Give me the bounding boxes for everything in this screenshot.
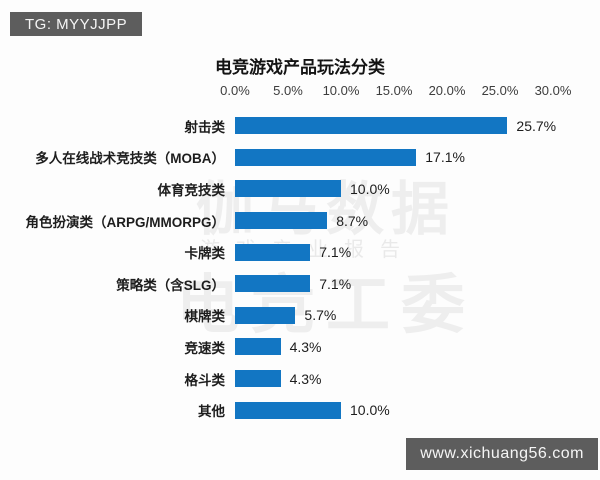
x-axis-tick: 0.0% [220, 83, 250, 98]
bar [235, 306, 296, 324]
bar-row: 竞速类 4.3% [0, 331, 600, 363]
bar-row: 策略类（含SLG） 7.1% [0, 268, 600, 300]
chart-title: 电竞游戏产品玩法分类 [215, 58, 385, 77]
bar-zone: 7.1% [235, 275, 600, 293]
value-label: 7.1% [319, 275, 352, 292]
website-badge: www.xichuang56.com [406, 438, 598, 470]
bar-zone: 8.7% [235, 212, 600, 230]
value-label: 17.1% [425, 149, 465, 166]
category-label: 体育竞技类 [157, 182, 226, 198]
bar [235, 243, 311, 261]
bar-row: 角色扮演类（ARPG/MMORPG） 8.7% [0, 205, 600, 237]
bar-row: 体育竞技类 10.0% [0, 173, 600, 205]
bar [235, 148, 417, 166]
x-axis-tick: 15.0% [375, 83, 413, 98]
category-label: 策略类（含SLG） [116, 277, 225, 293]
bar [235, 370, 281, 388]
bar-zone: 4.3% [235, 370, 600, 388]
x-axis-tick: 10.0% [322, 83, 360, 98]
category-label: 卡牌类 [184, 246, 226, 262]
value-label: 4.3% [289, 338, 322, 355]
bar [235, 338, 281, 356]
value-label: 5.7% [304, 307, 337, 324]
telegram-badge: TG: MYYJJPP [10, 12, 143, 36]
category-label: 角色扮演类（ARPG/MMORPG） [25, 214, 225, 230]
bar-row: 卡牌类 7.1% [0, 236, 600, 268]
x-axis-tick: 25.0% [481, 83, 519, 98]
bar [235, 212, 328, 230]
bar-zone: 17.1% [235, 148, 600, 166]
bar-row: 格斗类 4.3% [0, 363, 600, 395]
watermark-line3: 电竞工委 [176, 269, 476, 341]
x-axis-tick: 5.0% [273, 83, 303, 98]
value-label: 8.7% [336, 212, 369, 229]
bar [235, 275, 311, 293]
value-label: 25.7% [516, 117, 557, 134]
bar-zone: 4.3% [235, 338, 600, 356]
category-label: 其他 [198, 404, 225, 420]
x-axis-tick: 30.0% [534, 83, 572, 98]
category-label: 格斗类 [184, 372, 226, 388]
value-label: 10.0% [350, 402, 390, 419]
value-label: 7.1% [319, 244, 352, 261]
bar-zone: 7.1% [235, 243, 600, 261]
bar-zone: 5.7% [235, 306, 600, 324]
category-label: 射击类 [184, 119, 226, 135]
category-label: 竞速类 [184, 340, 226, 356]
bar [235, 401, 341, 419]
value-label: 4.3% [289, 370, 322, 387]
x-axis-tick: 20.0% [428, 83, 466, 98]
bar-rows: 射击类 25.7% 多人在线战术竞技类（MOBA） 17.1% 体育竞技类 10.0% 角色… [0, 110, 600, 426]
bar [235, 180, 341, 198]
bar [235, 117, 508, 135]
bar-row: 棋牌类 5.7% [0, 300, 600, 332]
value-label: 10.0% [350, 180, 390, 197]
category-label: 多人在线战术竞技类（MOBA） [35, 151, 225, 167]
bar-zone: 10.0% [235, 401, 600, 419]
bar-zone: 10.0% [235, 180, 600, 198]
category-label: 棋牌类 [184, 309, 226, 325]
bar-zone: 25.7% [235, 117, 600, 135]
x-axis: 0.0% 5.0% 10.0% 15.0% 20.0% 25.0% 30.0% [0, 83, 600, 99]
website-badge-text: www.xichuang56.com [420, 445, 584, 462]
telegram-badge-text: TG: MYYJJPP [25, 15, 128, 33]
bar-row: 多人在线战术竞技类（MOBA） 17.1% [0, 142, 600, 174]
bar-row: 射击类 25.7% [0, 110, 600, 142]
bar-row: 其他 10.0% [0, 394, 600, 426]
